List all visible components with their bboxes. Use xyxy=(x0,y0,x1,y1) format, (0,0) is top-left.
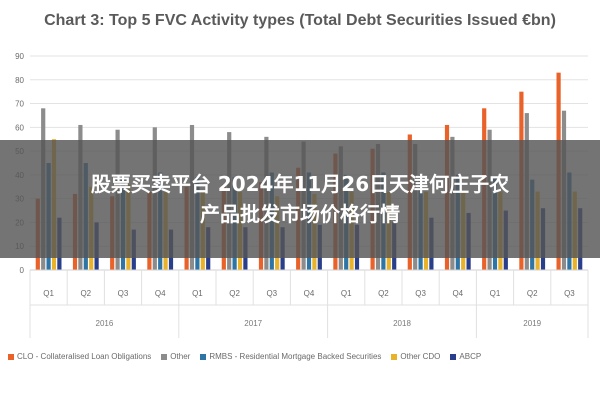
year-label: 2018 xyxy=(393,319,411,328)
legend-swatch xyxy=(161,353,168,360)
x-tick-label: Q1 xyxy=(192,289,203,298)
x-tick-label: Q1 xyxy=(490,289,501,298)
x-tick-label: Q3 xyxy=(266,289,277,298)
legend-item: Other CDO xyxy=(391,352,440,361)
year-label: 2016 xyxy=(96,319,114,328)
legend-item: CLO - Collateralised Loan Obligations xyxy=(8,352,151,361)
legend-swatch xyxy=(391,353,398,360)
legend-label: Other CDO xyxy=(400,352,441,361)
legend-item: ABCP xyxy=(450,352,481,361)
y-tick-label: 80 xyxy=(15,76,24,85)
x-tick-label: Q2 xyxy=(229,289,240,298)
legend-item: RMBS - Residential Mortgage Backed Secur… xyxy=(200,352,381,361)
x-tick-label: Q1 xyxy=(43,289,54,298)
x-tick-label: Q3 xyxy=(118,289,129,298)
x-tick-label: Q4 xyxy=(452,289,463,298)
x-tick-label: Q2 xyxy=(378,289,389,298)
chart-legend: CLO - Collateralised Loan Obligations Oth… xyxy=(8,352,598,361)
legend-label: ABCP xyxy=(459,352,482,361)
overlay-banner: 股票买卖平台 2024年11月26日天津何庄子农 产品批发市场价格行情 xyxy=(0,140,600,258)
y-tick-label: 60 xyxy=(15,123,24,132)
y-tick-label: 0 xyxy=(20,266,25,275)
year-label: 2017 xyxy=(244,319,262,328)
legend-swatch xyxy=(450,353,457,360)
legend-label: RMBS - Residential Mortgage Backed Secur… xyxy=(209,352,382,361)
x-tick-label: Q3 xyxy=(415,289,426,298)
y-tick-label: 90 xyxy=(15,52,24,61)
x-tick-label: Q4 xyxy=(304,289,315,298)
x-tick-label: Q2 xyxy=(80,289,91,298)
x-tick-label: Q3 xyxy=(564,289,575,298)
overlay-line-2: 产品批发市场价格行情 xyxy=(200,202,400,226)
legend-item: Other xyxy=(161,352,190,361)
y-tick-label: 70 xyxy=(15,100,24,109)
legend-swatch xyxy=(8,353,14,360)
legend-swatch xyxy=(200,353,207,360)
overlay-line-1: 股票买卖平台 2024年11月26日天津何庄子农 xyxy=(90,172,510,196)
x-tick-label: Q4 xyxy=(155,289,166,298)
x-tick-label: Q1 xyxy=(341,289,352,298)
year-label: 2019 xyxy=(523,319,541,328)
x-tick-label: Q2 xyxy=(527,289,538,298)
legend-label: Other xyxy=(170,352,191,361)
chart-title: Chart 3: Top 5 FVC Activity types (Total… xyxy=(44,12,556,29)
legend-label: CLO - Collateralised Loan Obligations xyxy=(17,352,152,361)
